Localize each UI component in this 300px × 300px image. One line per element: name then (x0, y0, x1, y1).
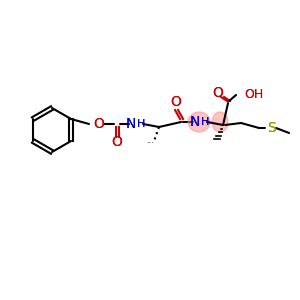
Text: S: S (267, 121, 275, 135)
Text: N: N (190, 115, 200, 129)
Text: O: O (112, 135, 122, 149)
Text: O: O (213, 86, 224, 100)
Text: O: O (94, 117, 104, 131)
Text: H: H (201, 117, 209, 127)
Text: S: S (267, 121, 275, 135)
Text: OH: OH (244, 88, 263, 101)
Text: O: O (112, 135, 122, 149)
Text: N: N (126, 117, 136, 131)
Text: O: O (171, 95, 182, 109)
Text: H: H (201, 117, 209, 127)
Text: O: O (171, 95, 182, 109)
Text: N: N (190, 115, 200, 129)
Text: H: H (137, 119, 146, 129)
Text: H: H (137, 119, 146, 129)
Text: OH: OH (244, 88, 263, 101)
Text: ···: ··· (146, 140, 154, 148)
Text: O: O (213, 86, 224, 100)
Ellipse shape (212, 112, 228, 132)
Ellipse shape (188, 112, 210, 132)
Text: N: N (126, 117, 136, 131)
Text: O: O (94, 117, 104, 131)
